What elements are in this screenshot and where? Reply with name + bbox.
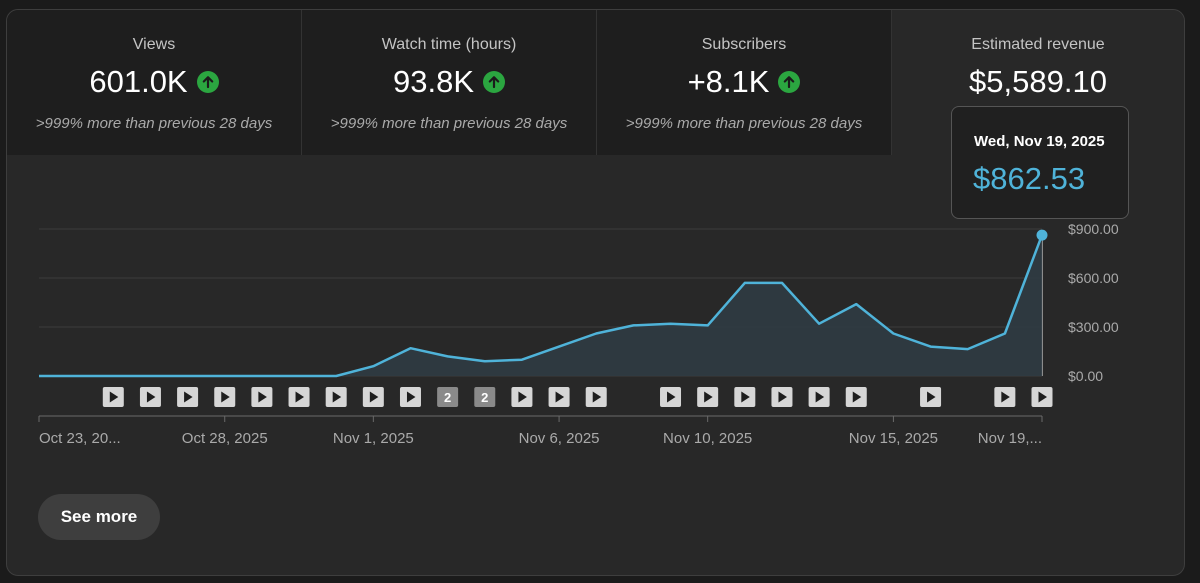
play-icon [369,391,379,403]
x-axis [38,415,1043,422]
video-marker[interactable] [660,387,682,407]
play-icon [704,391,713,403]
play-icon [852,391,862,403]
marker-count: 2 [444,390,451,405]
video-marker[interactable] [511,387,533,407]
metric-label: Estimated revenue [971,36,1105,53]
tooltip-date: Wed, Nov 19, 2025 [974,133,1105,150]
arrow-up-icon [196,71,219,93]
video-marker[interactable] [771,387,793,407]
x-tick-label: Nov 6, 2025 [519,430,600,447]
video-marker[interactable]: 2 [474,387,496,407]
x-tick-label: Nov 10, 2025 [663,430,752,447]
play-icon [518,391,527,403]
video-marker[interactable] [177,387,199,407]
metric-compare: >999% more than previous 28 days [625,115,863,132]
revenue-line [39,234,1044,378]
y-axis-ticks: $0.00 $300.00 $600.00 $900.00 [1068,221,1119,384]
metric-compare: >999% more than previous 28 days [330,115,568,132]
video-marker[interactable] [102,387,124,407]
play-icon [555,391,565,403]
play-icon [109,391,119,403]
chart-tooltip: Wed, Nov 19, 2025 $862.53 [951,106,1129,219]
metric-label: Watch time (hours) [381,36,517,53]
video-marker[interactable] [697,387,719,407]
x-axis-ticks: Oct 23, 20... Oct 28, 2025 Nov 1, 2025 Nov … [39,430,1042,447]
metric-value: +8.1K [687,64,770,99]
video-marker[interactable] [920,387,942,407]
y-tick-label: $0.00 [1068,368,1103,384]
play-icon [406,391,416,403]
x-tick-label: Nov 1, 2025 [333,430,414,447]
arrow-up-icon [483,71,505,93]
x-tick-label: Oct 23, 20... [39,430,121,447]
play-icon [258,391,267,403]
metric-compare: >999% more than previous 28 days [35,115,273,132]
play-icon [1001,391,1010,403]
video-marker[interactable] [845,387,867,407]
video-marker[interactable] [399,387,421,407]
y-tick-label: $900.00 [1068,221,1119,237]
play-icon [741,391,750,403]
marker-box [474,387,496,407]
play-icon [778,391,787,403]
video-marker[interactable]: 2 [437,387,459,407]
metric-label: Subscribers [701,36,787,53]
play-icon [332,391,342,403]
play-icon [146,391,156,403]
see-more-button[interactable]: See more [38,494,160,540]
video-marker[interactable] [808,387,830,407]
play-icon [1038,391,1047,403]
play-icon [667,391,676,403]
metric-value: 93.8K [392,64,474,99]
arrow-up-icon [778,71,801,93]
play-icon [927,391,936,403]
video-marker[interactable] [288,387,310,407]
video-marker[interactable] [325,387,347,407]
play-icon [221,391,230,403]
video-marker[interactable] [251,387,273,407]
marker-count: 2 [481,390,488,405]
play-icon [592,391,602,403]
metrics-row: Views 601.0K >999% more than previous 28… [7,10,1184,155]
video-marker[interactable] [1031,387,1053,407]
video-marker[interactable] [139,387,161,407]
video-marker[interactable] [362,387,384,407]
y-tick-label: $600.00 [1068,270,1119,286]
play-icon [295,391,305,403]
metric-subscribers[interactable]: Subscribers +8.1K >999% more than previo… [597,10,892,155]
metric-value: $5,589.10 [969,64,1107,99]
video-marker[interactable] [214,387,236,407]
marker-box [437,387,459,407]
play-icon [815,391,825,403]
metric-estimated-revenue[interactable]: Estimated revenue $5,589.10 [892,10,1184,155]
x-tick-label: Nov 15, 2025 [849,430,938,447]
revenue-area [39,235,1042,376]
highlight-point [1036,229,1048,241]
x-tick-label: Nov 19,... [978,430,1042,447]
video-marker[interactable] [548,387,570,407]
x-tick-label: Oct 28, 2025 [182,430,268,447]
video-marker[interactable] [585,387,607,407]
tooltip-value: $862.53 [973,161,1086,196]
metric-label: Views [132,36,176,53]
metric-views[interactable]: Views 601.0K >999% more than previous 28… [7,10,302,155]
y-tick-label: $300.00 [1068,319,1119,335]
video-marker[interactable] [994,387,1016,407]
video-marker[interactable] [734,387,756,407]
metric-watch-time[interactable]: Watch time (hours) 93.8K >999% more than… [302,10,597,155]
play-icon [184,391,193,403]
metric-value: 601.0K [89,64,188,99]
